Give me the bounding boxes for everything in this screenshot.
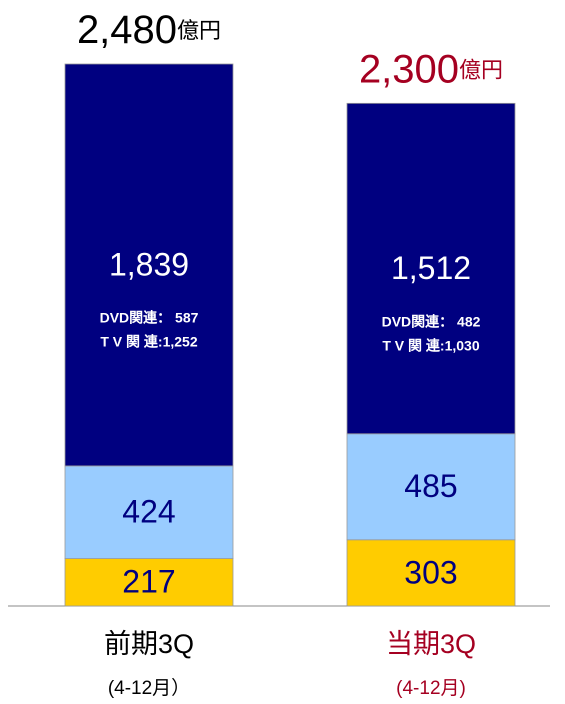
- bar-segment: [346, 539, 516, 607]
- value-label: 485: [404, 468, 457, 504]
- bar-segment: [64, 63, 234, 467]
- bar-segment: [346, 102, 516, 435]
- value-label: 1,839: [109, 246, 189, 282]
- total-value: 2,480: [77, 8, 177, 52]
- detail-label: T V 関 連:1,030: [382, 337, 479, 353]
- value-label: 424: [122, 494, 175, 530]
- detail-label: T V 関 連:1,252: [100, 334, 197, 350]
- total-unit: 億円: [459, 57, 503, 82]
- bar-segment: [64, 558, 234, 607]
- value-label: 303: [404, 554, 457, 590]
- total-value: 2,300: [359, 47, 459, 91]
- total-label: 2,480億円: [77, 8, 221, 52]
- total-unit: 億円: [177, 18, 221, 43]
- x-tick-label: 前期3Q: [104, 629, 194, 659]
- value-label: 1,512: [391, 250, 471, 286]
- x-tick-sublabel: (4-12月): [396, 678, 466, 699]
- x-tick-label: 当期3Q: [386, 629, 476, 659]
- bar-segment: [64, 465, 234, 559]
- detail-label: DVD関連： 587: [100, 310, 199, 326]
- value-label: 217: [122, 564, 175, 600]
- detail-label: DVD関連： 482: [382, 313, 481, 329]
- bar-segment: [346, 433, 516, 541]
- x-tick-sublabel: (4-12月）: [108, 677, 190, 699]
- total-label: 2,300億円: [359, 47, 503, 91]
